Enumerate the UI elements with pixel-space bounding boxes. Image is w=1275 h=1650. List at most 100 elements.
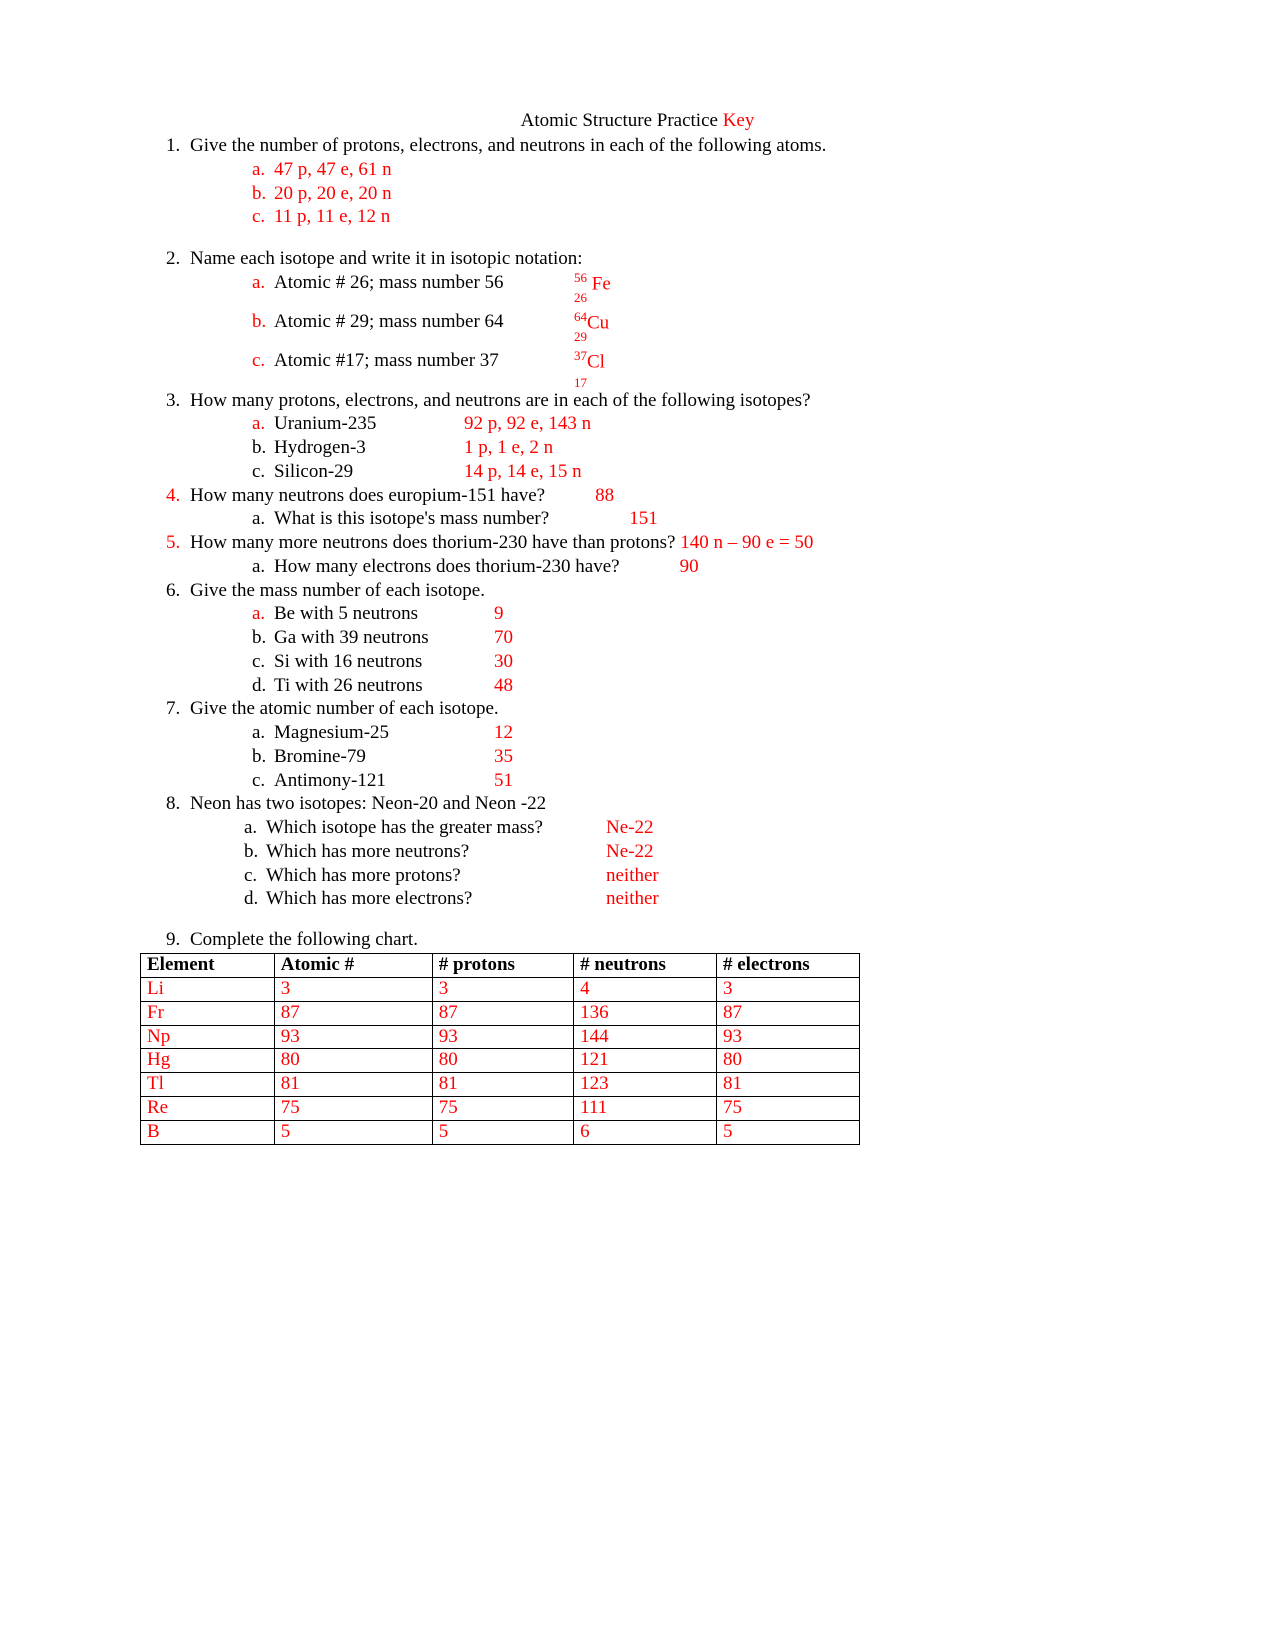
q1-b-answer: 20 p, 20 e, 20 n [274,183,392,204]
question-2: 2.Name each isotope and write it in isot… [140,247,1135,389]
q2-c-notation: 37Cl 17 [574,349,605,388]
table-cell: Re [141,1097,275,1121]
q5-number: 5. [166,531,190,555]
q7-number: 7. [166,697,190,721]
q1-a-letter: a. [252,158,274,182]
q8-a-answer: Ne-22 [606,816,653,840]
q6-b-text: Ga with 39 neutrons [274,626,494,650]
q3-item-b: b.Hydrogen-31 p, 1 e, 2 n [216,436,1135,460]
col-electrons: # electrons [716,954,859,978]
q6-item-b: b.Ga with 39 neutrons70 [216,626,1135,650]
q8-a-text: Which isotope has the greater mass? [266,816,606,840]
q6-c-letter: c. [252,650,274,674]
title-key: Key [723,110,755,131]
table-cell: 80 [274,1049,432,1073]
q5-a-answer: 90 [680,556,699,577]
table-cell: 121 [574,1049,717,1073]
question-7: 7.Give the atomic number of each isotope… [140,697,1135,792]
table-cell: 81 [274,1073,432,1097]
q8-sublist: a.Which isotope has the greater mass?Ne-… [208,816,1135,911]
q5-text: How many more neutrons does thorium-230 … [190,532,680,553]
q7-c-text: Antimony-121 [274,769,494,793]
q6-item-d: d.Ti with 26 neutrons48 [216,674,1135,698]
q3-item-a: a.Uranium-23592 p, 92 e, 143 n [216,412,1135,436]
q2-c-symbol: Cl [587,352,605,373]
q7-a-answer: 12 [494,721,513,745]
table-cell: 5 [716,1120,859,1144]
q2-a-letter: a. [252,271,274,295]
table-cell: 93 [274,1025,432,1049]
q6-d-answer: 48 [494,674,513,698]
q5-a-text: How many electrons does thorium-230 have… [274,556,620,577]
table-cell: 123 [574,1073,717,1097]
q8-c-letter: c. [244,864,266,888]
question-8: 8.Neon has two isotopes: Neon-20 and Neo… [140,792,1135,911]
q3-text: How many protons, electrons, and neutron… [190,390,811,411]
q8-b-text: Which has more neutrons? [266,840,606,864]
q4-a-answer: 151 [629,508,658,529]
q3-number: 3. [166,389,190,413]
q6-b-answer: 70 [494,626,513,650]
q4-text: How many neutrons does europium-151 have… [190,485,545,506]
q6-item-c: c.Si with 16 neutrons30 [216,650,1135,674]
table-cell: Fr [141,1001,275,1025]
q6-c-text: Si with 16 neutrons [274,650,494,674]
q2-b-symbol: Cu [587,312,609,333]
q4-number: 4. [166,484,190,508]
table-cell: 6 [574,1120,717,1144]
q7-a-letter: a. [252,721,274,745]
q3-c-name: Silicon-29 [274,460,464,484]
question-5: 5.How many more neutrons does thorium-23… [140,531,1135,579]
q7-b-text: Bromine-79 [274,745,494,769]
q6-number: 6. [166,579,190,603]
q7-b-letter: b. [252,745,274,769]
table-row: Hg808012180 [141,1049,860,1073]
q2-item-c: c. Atomic #17; mass number 37 37Cl17 [216,349,1135,388]
question-6: 6.Give the mass number of each isotope. … [140,579,1135,698]
table-row: Fr878713687 [141,1001,860,1025]
q8-d-answer: neither [606,887,659,911]
q3-item-c: c.Silicon-2914 p, 14 e, 15 n [216,460,1135,484]
q5-a-letter: a. [252,555,274,579]
q8-b-answer: Ne-22 [606,840,653,864]
q7-sublist: a.Magnesium-2512 b.Bromine-7935 c.Antimo… [216,721,1135,792]
q4-a-text: What is this isotope's mass number? [274,508,549,529]
q8-d-letter: d. [244,887,266,911]
q2-b-mass: 64 [574,309,587,324]
q8-d-text: Which has more electrons? [266,887,606,911]
table-row: B5565 [141,1120,860,1144]
table-cell: 87 [274,1001,432,1025]
q3-c-letter: c. [252,460,274,484]
q8-c-text: Which has more protons? [266,864,606,888]
q1-sublist: a.47 p, 47 e, 61 n b.20 p, 20 e, 20 n c.… [216,158,1135,229]
q2-b-row: b. Atomic # 29; mass number 64 64Cu29 [252,310,1135,343]
table-cell: 3 [274,978,432,1002]
q1-item-c: c.11 p, 11 e, 12 n [216,205,1135,229]
page-title: Atomic Structure Practice Key [140,110,1135,132]
q2-a-symbol: Fe [587,273,611,294]
q6-item-a: a.Be with 5 neutrons9 [216,602,1135,626]
col-element: Element [141,954,275,978]
table-row: Np939314493 [141,1025,860,1049]
q7-c-letter: c. [252,769,274,793]
q2-sublist: a. Atomic # 26; mass number 56 56 Fe26 b… [216,271,1135,389]
q5-sub-a: a.How many electrons does thorium-230 ha… [216,555,1135,579]
q2-item-a: a. Atomic # 26; mass number 56 56 Fe26 [216,271,1135,304]
table-cell: 81 [432,1073,573,1097]
q7-item-b: b.Bromine-7935 [216,745,1135,769]
table-cell: 5 [274,1120,432,1144]
table-cell: Li [141,978,275,1002]
question-1: 1.Give the number of protons, electrons,… [140,134,1135,229]
q2-c-text: Atomic #17; mass number 37 [274,349,574,373]
q2-text: Name each isotope and write it in isotop… [190,248,583,269]
q2-c-atomic: 17 [574,376,605,389]
q2-c-mass: 37 [574,348,587,363]
table-row: Re757511175 [141,1097,860,1121]
q7-text: Give the atomic number of each isotope. [190,698,499,719]
table-cell: 75 [716,1097,859,1121]
q2-number: 2. [166,247,190,271]
q8-a-letter: a. [244,816,266,840]
table-body: Li3343Fr878713687Np939314493Hg808012180T… [141,978,860,1145]
q6-b-letter: b. [252,626,274,650]
q6-d-text: Ti with 26 neutrons [274,674,494,698]
